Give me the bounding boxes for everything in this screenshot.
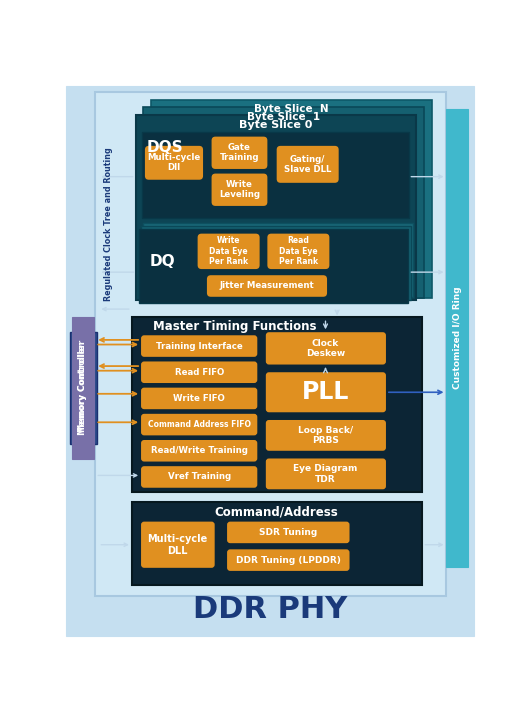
Text: Byte Slice  N: Byte Slice N <box>254 104 329 114</box>
FancyBboxPatch shape <box>145 146 203 179</box>
Text: Multi-cycle
DLL: Multi-cycle DLL <box>148 534 208 556</box>
FancyBboxPatch shape <box>211 174 267 206</box>
FancyBboxPatch shape <box>141 335 257 357</box>
Bar <box>143 107 424 298</box>
Text: Master Timing Functions: Master Timing Functions <box>153 320 317 333</box>
FancyBboxPatch shape <box>266 458 386 489</box>
FancyBboxPatch shape <box>266 373 386 413</box>
Bar <box>139 229 408 303</box>
Bar <box>95 92 446 596</box>
Bar <box>142 132 409 218</box>
Text: Read FIFO: Read FIFO <box>174 368 224 377</box>
Bar <box>72 317 94 459</box>
FancyBboxPatch shape <box>266 420 386 450</box>
Bar <box>70 332 97 444</box>
Text: Command Address FIFO: Command Address FIFO <box>148 420 251 429</box>
Text: Write
Data Eye
Per Rank: Write Data Eye Per Rank <box>209 237 248 266</box>
Text: Command/Address: Command/Address <box>215 506 338 519</box>
Bar <box>132 317 422 493</box>
Text: Read
Data Eye
Per Rank: Read Data Eye Per Rank <box>279 237 318 266</box>
Text: Training Interface: Training Interface <box>156 342 242 350</box>
Text: DDR PHY: DDR PHY <box>192 595 347 624</box>
Text: Gating/
Slave DLL: Gating/ Slave DLL <box>284 154 331 174</box>
FancyBboxPatch shape <box>141 362 257 383</box>
Text: DQ: DQ <box>149 254 175 269</box>
Bar <box>151 99 432 298</box>
Text: Write
Leveling: Write Leveling <box>219 180 260 199</box>
Bar <box>135 115 416 300</box>
FancyBboxPatch shape <box>267 234 329 269</box>
Text: Memory Controller: Memory Controller <box>79 340 87 435</box>
FancyBboxPatch shape <box>266 332 386 365</box>
FancyBboxPatch shape <box>141 414 257 435</box>
FancyBboxPatch shape <box>277 146 339 183</box>
Text: SDR Tuning: SDR Tuning <box>259 528 317 537</box>
Text: Byte Slice 0: Byte Slice 0 <box>239 120 313 130</box>
FancyBboxPatch shape <box>141 522 214 568</box>
Text: DQS: DQS <box>147 140 183 155</box>
FancyBboxPatch shape <box>207 275 327 297</box>
Text: PLL: PLL <box>302 380 349 404</box>
Bar <box>141 226 411 300</box>
FancyBboxPatch shape <box>227 522 349 543</box>
Bar <box>446 109 468 567</box>
FancyBboxPatch shape <box>141 388 257 409</box>
Text: Jitter Measurement: Jitter Measurement <box>219 282 314 290</box>
Text: DDR Tuning (LPDDR): DDR Tuning (LPDDR) <box>236 556 341 565</box>
Text: Byte Slice  1: Byte Slice 1 <box>247 112 320 122</box>
Text: Write FIFO: Write FIFO <box>173 394 225 403</box>
Text: Eye Diagram
TDR: Eye Diagram TDR <box>294 464 358 483</box>
FancyBboxPatch shape <box>141 440 257 462</box>
Text: Vref Training: Vref Training <box>168 473 231 481</box>
Text: Regulated Clock Tree and Routing: Regulated Clock Tree and Routing <box>104 147 113 301</box>
FancyBboxPatch shape <box>211 137 267 169</box>
Bar <box>132 502 422 585</box>
Text: Gate
Training: Gate Training <box>220 143 259 162</box>
Text: Loop Back/
PRBS: Loop Back/ PRBS <box>298 425 353 445</box>
Text: Read/Write Training: Read/Write Training <box>151 446 248 455</box>
Text: Multi-cycle
Dll: Multi-cycle Dll <box>147 153 200 172</box>
Text: Customized I/O Ring: Customized I/O Ring <box>453 286 462 389</box>
FancyBboxPatch shape <box>198 234 260 269</box>
Text: Memory Controller: Memory Controller <box>79 343 87 432</box>
Text: Clock
Deskew: Clock Deskew <box>306 339 345 358</box>
FancyBboxPatch shape <box>141 466 257 488</box>
Bar <box>143 223 413 297</box>
FancyBboxPatch shape <box>227 549 349 571</box>
